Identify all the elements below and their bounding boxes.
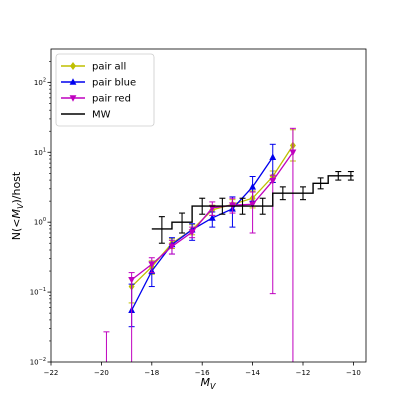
data-point [289, 149, 297, 157]
legend-item: pair blue [61, 78, 136, 89]
mw-error-bar [158, 216, 165, 244]
y-tick-label: 10−2 [30, 357, 46, 367]
x-tick-label: −20 [94, 369, 109, 377]
axes-layer: −22 −20 −18 −16 −14 −12 −10 10−2 10−1 100 101 102 [30, 61, 361, 377]
x-tick-label: −14 [245, 369, 260, 377]
x-tick-label: −12 [296, 369, 311, 377]
y-tick-label: 100 [34, 217, 46, 227]
data-point [249, 183, 256, 190]
series-mw [151, 170, 354, 244]
mw-error-bar [300, 186, 306, 201]
data-point [208, 214, 216, 221]
data-point [148, 261, 156, 269]
plot-frame [50, 48, 367, 363]
mw-error-bar [259, 197, 266, 215]
legend-item: pair all [61, 62, 126, 73]
mw-error-bar [199, 197, 206, 215]
legend-marker [70, 62, 76, 70]
mw-error-bar [347, 170, 354, 181]
legend: pair all pair blue pair red MW [55, 53, 155, 127]
data-point [269, 178, 277, 185]
series-line [151, 175, 354, 230]
x-tick-label: −10 [346, 369, 361, 377]
mw-error-bar [179, 212, 186, 234]
x-tick-label: −22 [44, 369, 59, 377]
mw-error-bar [239, 197, 246, 215]
y-tick-label: 102 [34, 77, 46, 87]
legend-label: pair red [92, 94, 131, 105]
data-point [168, 243, 176, 251]
legend-marker [69, 95, 77, 102]
legend-marker [69, 78, 77, 85]
mw-error-bar [335, 170, 342, 181]
data-point [269, 153, 277, 161]
y-tick-label: 101 [34, 147, 46, 157]
data-point [128, 276, 136, 284]
series-layer [103, 127, 354, 362]
data-point [188, 229, 196, 236]
mw-error-bar [279, 186, 286, 201]
data-error-bar [103, 331, 110, 362]
mw-error-bar [219, 197, 226, 215]
legend-label: MW [92, 110, 111, 121]
legend-box [55, 53, 155, 127]
data-error-bar [249, 191, 256, 234]
data-point [249, 201, 256, 209]
x-tick-label: −16 [195, 369, 210, 377]
series-line [131, 156, 274, 311]
legend-label: pair all [92, 62, 126, 73]
legend-label: pair blue [92, 78, 136, 89]
y-tick-label: 10−1 [30, 287, 46, 297]
data-error-bar [128, 272, 135, 362]
y-axis-label: N(<MV)/host [10, 171, 25, 240]
legend-item: pair red [61, 94, 131, 105]
data-error-bar [289, 127, 296, 362]
x-tick-label: −18 [144, 369, 159, 377]
x-axis-label: MV [201, 376, 217, 391]
mw-error-bar [317, 177, 324, 190]
legend-item: MW [61, 110, 111, 121]
